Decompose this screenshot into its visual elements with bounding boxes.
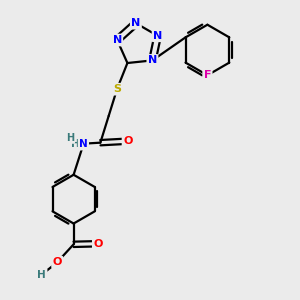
Text: O: O (52, 257, 62, 267)
Text: H: H (38, 270, 46, 280)
Text: N: N (79, 139, 88, 149)
Text: N: N (148, 56, 157, 65)
Text: N: N (153, 31, 162, 41)
Text: N: N (112, 35, 122, 45)
Text: N: N (131, 18, 140, 28)
Text: F: F (204, 70, 211, 80)
Text: O: O (93, 239, 103, 249)
Text: H: H (66, 133, 74, 142)
Text: S: S (113, 84, 121, 94)
Text: O: O (123, 136, 132, 146)
Text: H: H (71, 139, 80, 149)
